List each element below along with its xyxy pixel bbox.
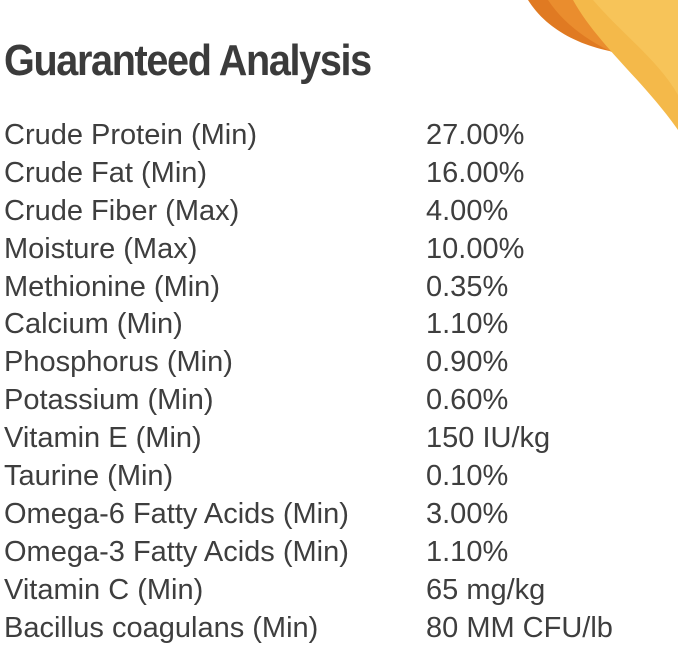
page-title: Guaranteed Analysis	[4, 36, 372, 85]
analysis-row: Potassium (Min) 0.60%	[4, 382, 674, 420]
analysis-row: Omega-6 Fatty Acids (Min) 3.00%	[4, 496, 674, 534]
analysis-row: Crude Fiber (Max) 4.00%	[4, 193, 674, 231]
analysis-row: Calcium (Min) 1.10%	[4, 306, 674, 344]
analysis-row: Taurine (Min) 0.10%	[4, 458, 674, 496]
nutrient-value: 10.00%	[426, 232, 525, 265]
analysis-table: Crude Protein (Min) 27.00% Crude Fat (Mi…	[4, 117, 674, 647]
nutrient-value: 1.10%	[426, 308, 509, 341]
nutrient-value: 0.90%	[426, 346, 509, 379]
analysis-row: Crude Protein (Min) 27.00%	[4, 117, 674, 155]
analysis-row: Phosphorus (Min) 0.90%	[4, 344, 674, 382]
nutrient-value: 150 IU/kg	[426, 422, 551, 455]
nutrient-label: Taurine (Min)	[4, 460, 174, 493]
nutrient-value: 0.60%	[426, 384, 509, 417]
nutrient-value: 0.35%	[426, 270, 509, 303]
analysis-row: Vitamin E (Min) 150 IU/kg	[4, 420, 674, 458]
nutrient-label: Crude Protein (Min)	[4, 119, 258, 151]
nutrient-value: 1.10%	[426, 535, 509, 568]
nutrient-label: Phosphorus (Min)	[4, 346, 233, 379]
nutrient-label: Crude Fat (Min)	[4, 156, 208, 189]
nutrient-label: Vitamin C (Min)	[4, 573, 204, 606]
nutrient-label: Omega-6 Fatty Acids (Min)	[4, 497, 349, 530]
nutrient-label: Methionine (Min)	[4, 270, 220, 303]
analysis-row: Bacillus coagulans (Min) 80 MM CFU/lb	[4, 610, 674, 648]
nutrient-value: 16.00%	[426, 156, 525, 189]
nutrient-label: Vitamin E (Min)	[4, 422, 202, 455]
nutrient-label: Omega-3 Fatty Acids (Min)	[4, 535, 349, 568]
nutrient-label: Calcium (Min)	[4, 308, 183, 341]
nutrient-label: Bacillus coagulans (Min)	[4, 611, 319, 644]
analysis-row: Methionine (Min) 0.35%	[4, 269, 674, 307]
nutrient-value: 4.00%	[426, 194, 509, 227]
nutrient-label: Potassium (Min)	[4, 384, 214, 417]
nutrient-value: 0.10%	[426, 460, 509, 493]
analysis-row: Moisture (Max) 10.00%	[4, 231, 674, 269]
analysis-row: Crude Fat (Min) 16.00%	[4, 155, 674, 193]
nutrient-label: Moisture (Max)	[4, 232, 198, 265]
analysis-row: Vitamin C (Min) 65 mg/kg	[4, 572, 674, 610]
nutrient-value: 65 mg/kg	[426, 573, 546, 606]
analysis-row: Omega-3 Fatty Acids (Min) 1.10%	[4, 534, 674, 572]
nutrient-label: Crude Fiber (Max)	[4, 194, 240, 227]
nutrient-value: 27.00%	[426, 119, 525, 151]
nutrient-value: 80 MM CFU/lb	[426, 611, 613, 644]
nutrient-value: 3.00%	[426, 497, 509, 530]
